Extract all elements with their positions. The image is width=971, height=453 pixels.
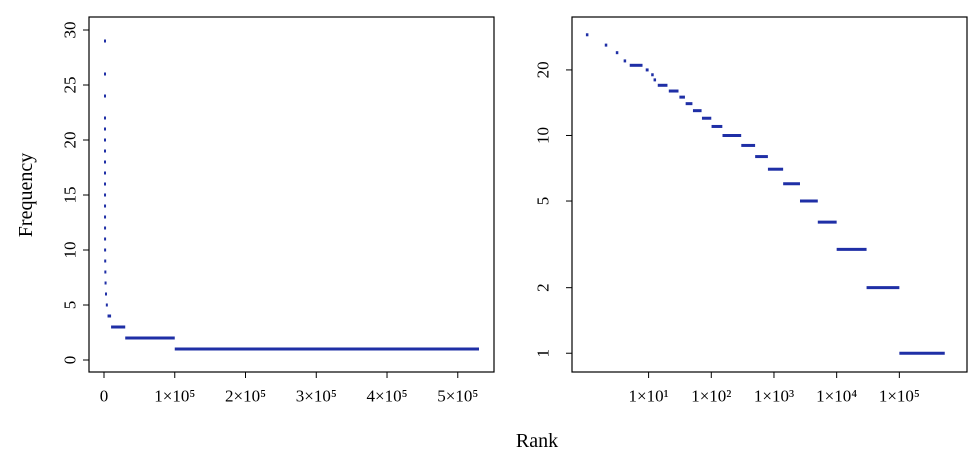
left-plot-frame [88,16,495,373]
left-y-axis: 0 5 10 15 20 25 30 [61,22,89,365]
left-y-tick-label: 15 [61,187,80,204]
left-y-tick-label: 10 [61,242,80,259]
left-x-axis: 0 1×10⁵ 2×10⁵ 3×10⁵ 4×10⁵ 5×10⁵ [100,372,478,406]
left-y-tick-label: 0 [61,356,80,365]
left-x-tick-label: 0 [100,387,109,406]
right-y-tick-label: 10 [534,127,553,144]
left-data-marks [104,39,479,351]
right-y-tick-label: 5 [534,197,553,206]
right-x-tick-label: 1×10⁵ [879,387,920,406]
right-data-marks [585,33,945,355]
left-x-tick-label: 4×10⁵ [367,387,408,406]
right-x-tick-label: 1×10⁴ [816,387,857,406]
right-x-tick-label: 1×10¹ [629,387,669,406]
x-axis-title: Rank [516,430,558,452]
right-x-tick-label: 1×10² [691,387,731,406]
left-y-tick-label: 30 [61,22,80,39]
right-x-axis: 1×10¹ 1×10² 1×10³ 1×10⁴ 1×10⁵ [629,372,920,406]
left-x-tick-label: 1×10⁵ [154,387,195,406]
left-y-tick-label: 5 [61,301,80,310]
right-y-axis: 1 2 5 10 20 [534,61,572,358]
left-x-tick-label: 3×10⁵ [296,387,337,406]
left-y-tick-label: 20 [61,132,80,149]
y-axis-title: Frequency [15,153,37,237]
right-panel: 1 2 5 10 20 1×10¹ 1×10² 1×10³ 1×10⁴ 1×10⁵ [534,16,968,406]
right-y-tick-label: 20 [534,61,553,78]
left-x-tick-label: 5×10⁵ [437,387,478,406]
right-x-tick-label: 1×10³ [754,387,794,406]
right-plot-frame [571,16,968,373]
right-y-tick-label: 1 [534,349,553,358]
left-x-tick-label: 2×10⁵ [225,387,266,406]
right-y-tick-label: 2 [534,283,553,292]
left-y-tick-label: 25 [61,77,80,94]
